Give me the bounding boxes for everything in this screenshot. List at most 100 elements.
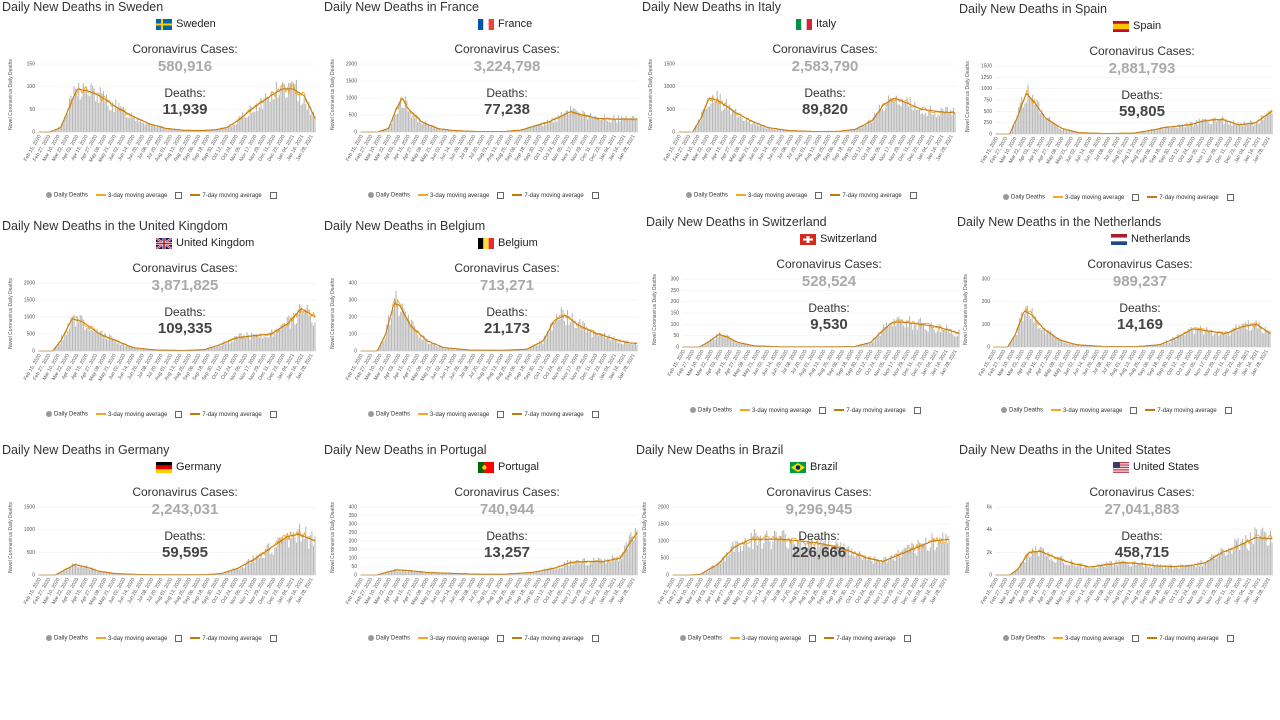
daily-deaths-bar — [542, 343, 544, 351]
legend-item-ma3[interactable]: 3-day moving average — [740, 408, 811, 414]
checkbox-icon[interactable] — [175, 192, 183, 199]
daily-deaths-bar — [101, 572, 103, 575]
br-flag-icon — [790, 461, 806, 473]
daily-deaths-bar — [563, 562, 565, 575]
legend-item-ma3[interactable]: 3-day moving average — [730, 636, 801, 642]
daily-deaths-bar — [915, 323, 917, 347]
daily-deaths-bar — [506, 350, 508, 351]
checkbox-icon[interactable] — [497, 192, 505, 199]
daily-deaths-bar — [815, 549, 817, 575]
legend-item-ma3[interactable]: 3-day moving average — [1051, 408, 1122, 414]
checkbox-icon[interactable] — [269, 192, 277, 199]
checkbox-icon[interactable] — [819, 407, 827, 414]
country-label: Sweden — [156, 18, 216, 30]
legend-item-ma7[interactable]: 7-day moving average — [512, 412, 584, 418]
legend-item-ma3[interactable]: 3-day moving average — [418, 193, 489, 199]
daily-deaths-bar — [167, 127, 169, 132]
legend-item-daily[interactable]: Daily Deaths — [1003, 194, 1045, 201]
checkbox-icon[interactable] — [591, 411, 599, 418]
checkbox-icon[interactable] — [903, 635, 911, 642]
legend-item-daily[interactable]: Daily Deaths — [46, 411, 88, 418]
daily-deaths-bar — [625, 115, 627, 132]
daily-deaths-bar — [571, 109, 573, 132]
legend-item-ma3[interactable]: 3-day moving average — [96, 412, 167, 418]
checkbox-icon[interactable] — [175, 635, 183, 642]
daily-deaths-bar — [1064, 130, 1066, 134]
legend-item-ma7[interactable]: 7-day moving average — [190, 193, 262, 199]
legend-item-daily[interactable]: Daily Deaths — [690, 407, 732, 414]
legend-item-daily[interactable]: Daily Deaths — [1001, 407, 1043, 414]
checkbox-icon[interactable] — [815, 192, 823, 199]
daily-deaths-bar — [1075, 566, 1077, 575]
legend-item-ma3[interactable]: 3-day moving average — [1053, 636, 1124, 642]
daily-deaths-bar — [1121, 560, 1123, 575]
checkbox-icon[interactable] — [909, 192, 917, 199]
daily-deaths-bar — [1178, 568, 1180, 575]
legend-item-daily[interactable]: Daily Deaths — [1003, 635, 1045, 642]
legend-item-daily[interactable]: Daily Deaths — [368, 635, 410, 642]
daily-deaths-bar — [1067, 130, 1069, 134]
daily-deaths-bar — [107, 573, 109, 575]
legend-item-ma7[interactable]: 7-day moving average — [512, 636, 584, 642]
daily-deaths-bar — [90, 83, 92, 132]
daily-deaths-bar — [625, 542, 627, 575]
daily-deaths-bar — [73, 86, 75, 132]
daily-deaths-bar — [844, 130, 846, 132]
legend-item-ma7[interactable]: 7-day moving average — [1147, 636, 1219, 642]
checkbox-icon[interactable] — [809, 635, 817, 642]
legend-item-ma3[interactable]: 3-day moving average — [1053, 195, 1124, 201]
legend-item-ma3[interactable]: 3-day moving average — [418, 412, 489, 418]
legend-item-ma7[interactable]: 7-day moving average — [824, 636, 896, 642]
deaths-label: Deaths: — [486, 305, 528, 319]
checkbox-icon[interactable] — [591, 635, 599, 642]
chart-panel-se: Daily New Deaths in Sweden Sweden Novel Co… — [0, 0, 318, 222]
checkbox-icon[interactable] — [1132, 635, 1140, 642]
legend-item-ma3[interactable]: 3-day moving average — [736, 193, 807, 199]
legend-item-daily[interactable]: Daily Deaths — [46, 635, 88, 642]
legend-item-ma3[interactable]: 3-day moving average — [96, 193, 167, 199]
legend-item-ma7[interactable]: 7-day moving average — [190, 636, 262, 642]
legend-item-ma3[interactable]: 3-day moving average — [418, 636, 489, 642]
daily-deaths-bar — [1257, 123, 1259, 134]
daily-deaths-bar — [1187, 328, 1189, 347]
checkbox-icon[interactable] — [591, 192, 599, 199]
legend-item-daily[interactable]: Daily Deaths — [680, 635, 722, 642]
daily-deaths-bar — [937, 114, 939, 132]
legend-item-ma7[interactable]: 7-day moving average — [834, 408, 906, 414]
daily-deaths-bar — [260, 552, 262, 575]
legend-item-ma7[interactable]: 7-day moving average — [512, 193, 584, 199]
legend-item-ma3[interactable]: 3-day moving average — [96, 636, 167, 642]
daily-deaths-bar — [272, 554, 274, 575]
legend-item-ma7[interactable]: 7-day moving average — [190, 412, 262, 418]
checkbox-icon[interactable] — [269, 411, 277, 418]
daily-deaths-bar — [238, 116, 240, 132]
legend-item-ma7[interactable]: 7-day moving average — [1145, 408, 1217, 414]
checkbox-icon[interactable] — [1226, 635, 1234, 642]
checkbox-icon[interactable] — [1132, 194, 1140, 201]
daily-deaths-bar — [1265, 115, 1267, 134]
daily-deaths-bar — [1247, 320, 1249, 347]
checkbox-icon[interactable] — [269, 635, 277, 642]
daily-deaths-bar — [232, 341, 234, 351]
checkbox-icon[interactable] — [1224, 407, 1232, 414]
daily-deaths-bar — [431, 124, 433, 132]
checkbox-icon[interactable] — [497, 635, 505, 642]
checkbox-icon[interactable] — [175, 411, 183, 418]
daily-deaths-bar — [884, 107, 887, 132]
daily-deaths-bar — [227, 570, 230, 575]
daily-deaths-bar — [583, 558, 586, 575]
daily-deaths-bar — [1026, 305, 1029, 347]
legend-item-daily[interactable]: Daily Deaths — [368, 411, 410, 418]
checkbox-icon[interactable] — [1130, 407, 1138, 414]
checkbox-icon[interactable] — [913, 407, 921, 414]
deaths-value: 226,666 — [791, 544, 847, 561]
y-axis-label: Novel Coronavirus Daily Deaths — [8, 278, 14, 349]
legend-item-ma7[interactable]: 7-day moving average — [1147, 195, 1219, 201]
legend-item-daily[interactable]: Daily Deaths — [46, 192, 88, 199]
legend-item-daily[interactable]: Daily Deaths — [368, 192, 410, 199]
daily-deaths-bar — [1036, 99, 1038, 134]
checkbox-icon[interactable] — [1226, 194, 1234, 201]
checkbox-icon[interactable] — [497, 411, 505, 418]
legend-item-ma7[interactable]: 7-day moving average — [830, 193, 902, 199]
legend-item-daily[interactable]: Daily Deaths — [686, 192, 728, 199]
